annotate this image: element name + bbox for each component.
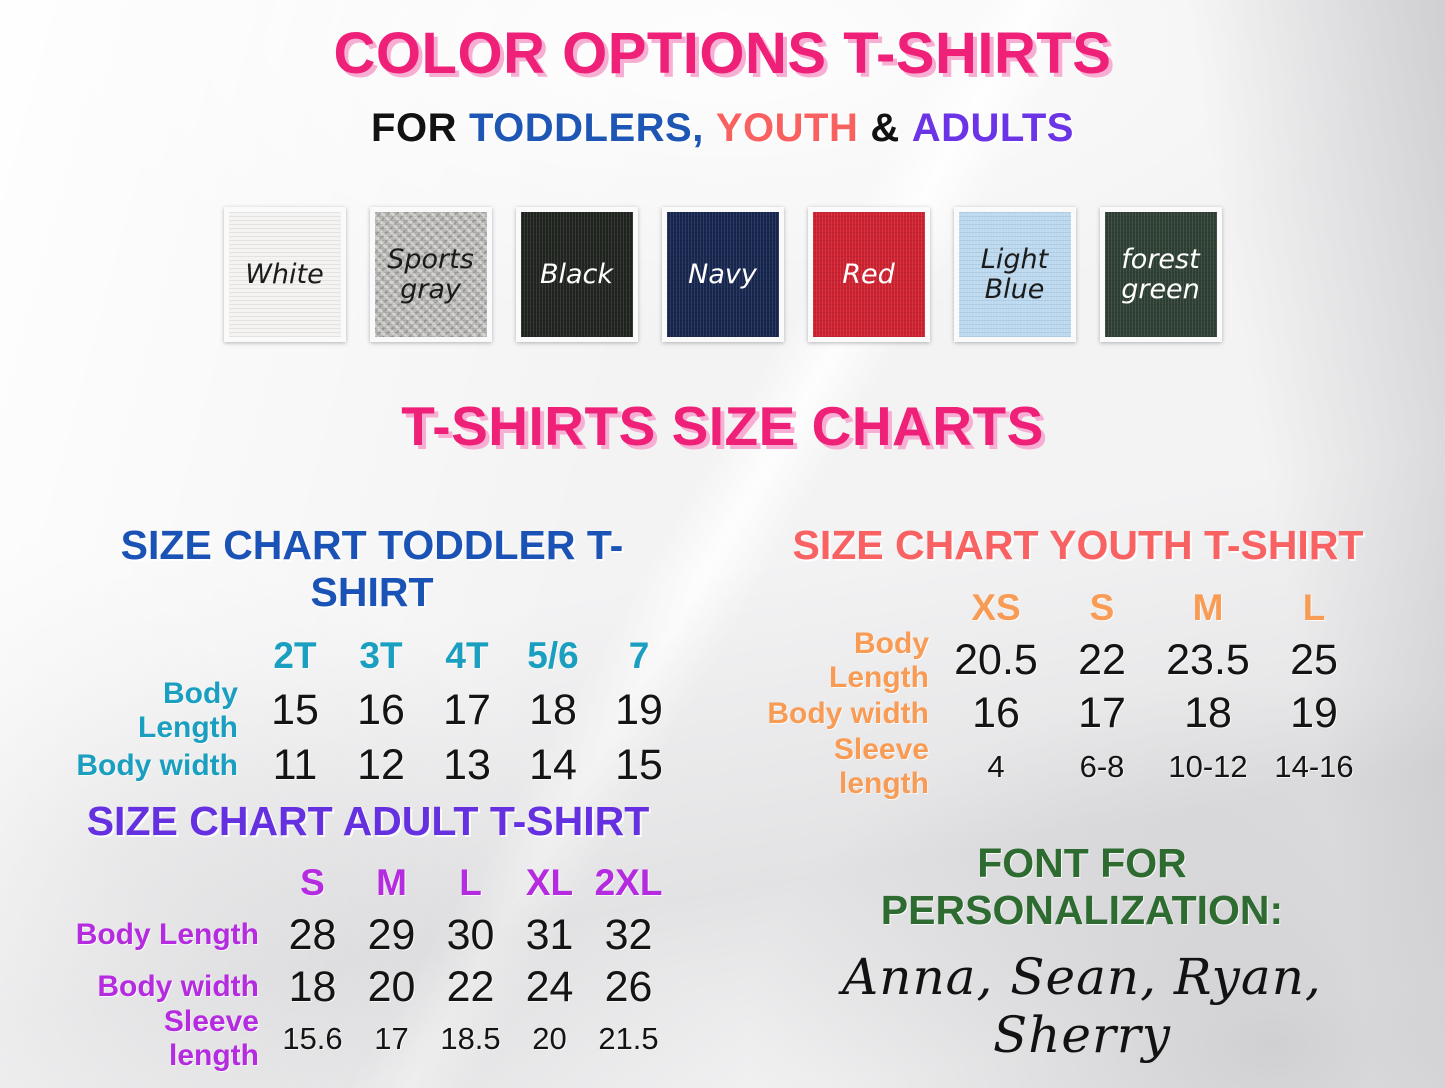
swatch-label: White xyxy=(245,258,324,290)
size-value: 12 xyxy=(357,741,405,789)
size-value: 26 xyxy=(604,962,653,1011)
toddler-size-chart: SIZE CHART TODDLER T-SHIRT 2T 3T 4T 5/6 … xyxy=(62,522,682,793)
size-value: 16 xyxy=(357,686,405,734)
size-value: 4 xyxy=(987,748,1005,784)
swatch-label: Navy xyxy=(688,258,757,290)
row-label: Sleeve length xyxy=(163,1005,259,1072)
swatch-navy: Navy xyxy=(661,207,784,342)
swatch-label: Black xyxy=(539,258,614,290)
size-value: 14 xyxy=(529,741,577,789)
column-header: M xyxy=(376,862,407,903)
personalization-title: FONT FOR PERSONALIZATION: xyxy=(880,840,1284,933)
size-value: 21.5 xyxy=(598,1021,659,1056)
size-value: 18 xyxy=(288,962,337,1011)
swatch-label: Light Blue xyxy=(980,244,1049,305)
size-value: 22 xyxy=(1078,636,1126,684)
size-value: 20 xyxy=(367,962,416,1011)
size-value: 23.5 xyxy=(1166,636,1250,684)
size-value: 17 xyxy=(443,686,491,734)
row-label: Body width xyxy=(76,748,238,782)
color-swatch-row: White Sports gray Black Navy Red Light B… xyxy=(0,207,1445,342)
subtitle-for: FOR xyxy=(371,106,457,150)
column-header: 4T xyxy=(445,634,489,676)
row-label: Body Length xyxy=(75,918,259,951)
adult-chart-title: SIZE CHART ADULT T-SHIRT xyxy=(86,798,650,844)
size-value: 6-8 xyxy=(1079,748,1125,784)
row-label: Body Length xyxy=(138,676,238,744)
youth-chart-title: SIZE CHART YOUTH T-SHIRT xyxy=(792,522,1364,568)
column-header: 2T xyxy=(273,634,317,676)
adult-size-chart: SIZE CHART ADULT T-SHIRT S M L XL 2XL Bo… xyxy=(68,798,668,1072)
subtitle-adults: ADULTS xyxy=(911,106,1074,150)
swatch-label: Red xyxy=(842,258,895,290)
size-value: 15 xyxy=(615,741,663,789)
subtitle-toddlers: TODDLERS, xyxy=(468,106,704,150)
row-label: Body Length xyxy=(829,626,929,694)
size-value: 18.5 xyxy=(440,1021,501,1056)
swatch-red: Red xyxy=(807,207,930,342)
swatch-forest-green: forest green xyxy=(1099,207,1222,342)
personalization-section: FONT FOR PERSONALIZATION: Anna, Sean, Ry… xyxy=(772,840,1392,1064)
column-header: L xyxy=(1302,586,1326,628)
column-header: XL xyxy=(525,862,574,903)
column-header: 7 xyxy=(628,634,650,676)
size-value: 28 xyxy=(288,910,337,959)
size-value: 15.6 xyxy=(282,1021,343,1056)
size-value: 11 xyxy=(272,741,318,789)
size-value: 19 xyxy=(1290,689,1338,737)
swatch-black: Black xyxy=(515,207,638,342)
youth-size-table: XS S M L Body Length 20.5 22 23.5 25 Bod… xyxy=(758,581,1398,800)
adult-size-table: S M L XL 2XL Body Length 28 29 30 31 32 … xyxy=(68,857,668,1072)
toddler-size-table: 2T 3T 4T 5/6 7 Body Length 15 16 17 18 1… xyxy=(62,628,682,793)
column-header: S xyxy=(300,862,325,903)
size-value: 22 xyxy=(446,962,495,1011)
corner-cell xyxy=(68,857,273,909)
column-header: 2XL xyxy=(594,862,663,903)
swatch-label: Sports gray xyxy=(387,244,474,305)
subtitle: FOR TODDLERS, YOUTH & ADULTS xyxy=(0,106,1445,151)
size-value: 24 xyxy=(525,962,574,1011)
size-value: 31 xyxy=(525,910,574,959)
youth-size-chart: SIZE CHART YOUTH T-SHIRT XS S M L Body L… xyxy=(758,522,1398,800)
swatch-light-blue: Light Blue xyxy=(953,207,1076,342)
personalization-font-sample: Anna, Sean, Ryan, Sherry xyxy=(842,948,1322,1064)
column-header: L xyxy=(459,862,482,903)
size-value: 29 xyxy=(367,910,416,959)
size-value: 32 xyxy=(604,910,653,959)
page-title: COLOR OPTIONS T-SHIRTS xyxy=(333,21,1112,86)
column-header: XS xyxy=(971,586,1021,628)
size-value: 16 xyxy=(972,689,1020,737)
size-value: 19 xyxy=(615,686,663,734)
size-value: 15 xyxy=(271,686,319,734)
column-header: M xyxy=(1192,586,1224,628)
row-label: Body width xyxy=(97,970,259,1003)
size-value: 17 xyxy=(374,1021,409,1056)
size-value: 18 xyxy=(1184,689,1232,737)
size-value: 18 xyxy=(529,686,577,734)
size-value: 25 xyxy=(1290,636,1338,684)
subtitle-youth: YOUTH xyxy=(715,106,859,150)
toddler-chart-title: SIZE CHART TODDLER T-SHIRT xyxy=(120,522,624,615)
swatch-label: forest green xyxy=(1121,244,1200,305)
size-value: 20 xyxy=(532,1021,567,1056)
column-header: 3T xyxy=(359,634,403,676)
corner-cell xyxy=(62,628,252,683)
row-label: Sleeve length xyxy=(833,732,929,800)
column-header: S xyxy=(1089,586,1115,628)
subtitle-ampersand: & xyxy=(870,106,900,150)
size-value: 14-16 xyxy=(1274,748,1354,784)
size-value: 30 xyxy=(446,910,495,959)
swatch-white: White xyxy=(223,207,346,342)
row-label: Body width xyxy=(767,696,929,730)
swatch-sports-gray: Sports gray xyxy=(369,207,492,342)
size-value: 20.5 xyxy=(954,636,1038,684)
size-charts-section-title: T-SHIRTS SIZE CHARTS xyxy=(401,395,1044,457)
size-value: 17 xyxy=(1078,689,1126,737)
size-value: 10-12 xyxy=(1168,748,1248,784)
size-value: 13 xyxy=(443,741,491,789)
column-header: 5/6 xyxy=(527,634,579,676)
